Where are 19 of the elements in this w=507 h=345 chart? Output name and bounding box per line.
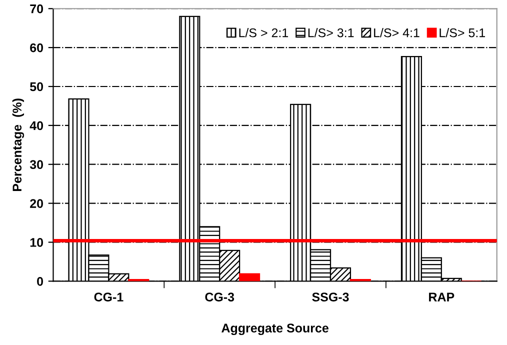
legend-label: L/S> 4:1 — [374, 28, 420, 38]
y-tick-label: 10 — [30, 238, 43, 247]
y-tick-label: 40 — [30, 121, 43, 130]
y-tick-label: 0 — [37, 276, 43, 286]
y-tick-label: 60 — [30, 43, 43, 52]
x-tick-label: SSG-3 — [312, 292, 349, 302]
y-tick-label: 20 — [30, 199, 43, 208]
x-tick-label: CG-3 — [205, 292, 234, 302]
legend-label: L/S> 3:1 — [308, 28, 354, 38]
legend-label: L/S > 2:1 — [239, 28, 288, 38]
y-tick-label: 50 — [30, 82, 43, 92]
x-axis-title: Aggregate Source — [222, 324, 328, 336]
legend-label: L/S> 5:1 — [440, 28, 485, 38]
bar — [239, 273, 260, 282]
x-tick-label: CG-1 — [94, 292, 124, 302]
y-tick-label: 30 — [30, 160, 43, 170]
y-axis-title: Percentage (%) — [12, 98, 24, 191]
x-tick-label: RAP — [429, 292, 454, 302]
y-tick-label: 70 — [30, 4, 43, 14]
